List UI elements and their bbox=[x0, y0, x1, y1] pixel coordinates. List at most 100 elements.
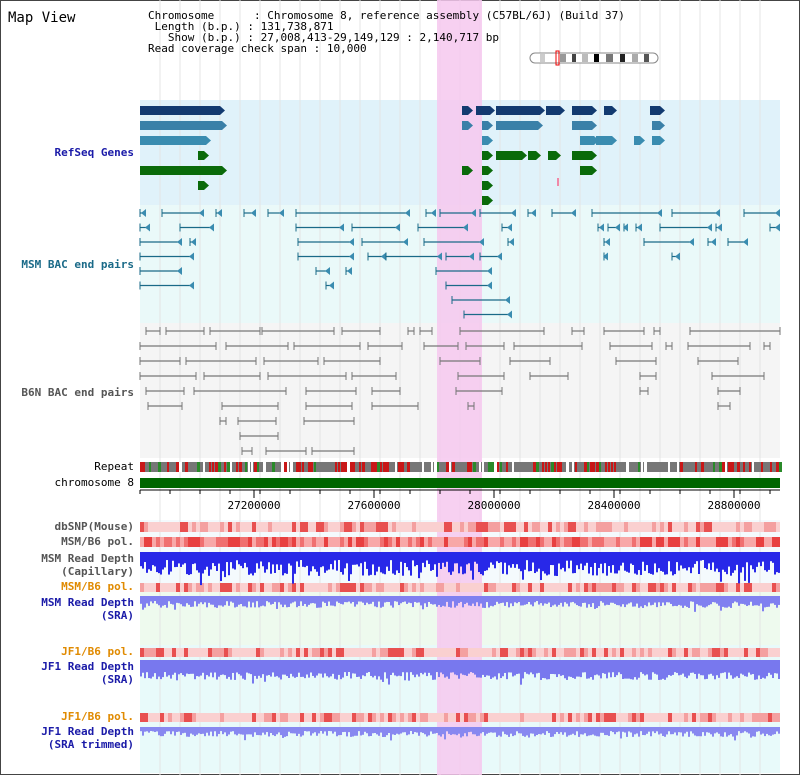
jf1-depth-sra-bar bbox=[720, 660, 722, 674]
dbsnp-cell bbox=[728, 522, 732, 532]
jf1-depth-trimmed-bar bbox=[274, 727, 276, 737]
msm-b6-pol-cell bbox=[204, 537, 208, 547]
jf1-b6-pol-trimmed-cell bbox=[700, 713, 704, 722]
jf1-b6-pol-trimmed-cell bbox=[748, 713, 752, 722]
msm-b6-pol-sra-cell bbox=[140, 583, 144, 592]
jf1-depth-sra-bar bbox=[170, 660, 172, 679]
jf1-depth-sra-bar bbox=[184, 660, 186, 677]
jf1-depth-trimmed-bar bbox=[242, 727, 244, 735]
jf1-b6-pol-cell bbox=[392, 648, 396, 657]
jf1-depth-trimmed-bar bbox=[484, 727, 486, 736]
dbsnp-cell bbox=[188, 522, 192, 532]
jf1-depth-sra-bar bbox=[554, 660, 556, 675]
msm-depth-sra-bar bbox=[462, 596, 464, 608]
jf1-depth-trimmed-bar bbox=[552, 727, 554, 737]
jf1-depth-sra-bar bbox=[422, 660, 424, 675]
jf1-b6-pol-cell bbox=[192, 648, 196, 657]
jf1-depth-sra-bar bbox=[414, 660, 416, 678]
msm-depth-sra-bar bbox=[408, 596, 410, 603]
msm-depth-capillary-bar bbox=[270, 552, 272, 574]
jf1-depth-sra-bar bbox=[452, 660, 454, 673]
msm-b6-pol-sra-cell bbox=[200, 583, 204, 592]
jf1-b6-pol-trimmed-cell bbox=[148, 713, 152, 722]
msm-depth-sra-bar bbox=[400, 596, 402, 604]
jf1-b6-pol-cell bbox=[772, 648, 776, 657]
msm-depth-sra-bar bbox=[270, 596, 272, 605]
jf1-depth-trimmed-bar bbox=[622, 727, 624, 732]
msm-depth-capillary-bar bbox=[340, 552, 342, 573]
msm-b6-pol-cell bbox=[348, 537, 352, 547]
jf1-depth-trimmed-bar bbox=[760, 727, 762, 735]
msm-depth-sra-bar bbox=[562, 596, 564, 607]
refseq-gene bbox=[140, 121, 222, 130]
msm-depth-sra-bar bbox=[520, 596, 522, 606]
msm-depth-capillary-bar bbox=[372, 552, 374, 565]
jf1-b6-pol-trimmed-cell bbox=[512, 713, 516, 722]
jf1-depth-trimmed-bar bbox=[202, 727, 204, 734]
msm-b6-pol-sra-cell bbox=[156, 583, 160, 592]
jf1-depth-sra-bar bbox=[716, 660, 718, 676]
msm-depth-sra-bar bbox=[764, 596, 766, 608]
msm-depth-sra-bar bbox=[276, 596, 278, 609]
jf1-depth-sra-bar bbox=[492, 660, 494, 678]
jf1-b6-pol-trimmed-cell bbox=[644, 713, 648, 722]
msm-depth-capillary-bar bbox=[690, 552, 692, 574]
msm-depth-capillary-bar bbox=[216, 552, 218, 571]
jf1-depth-sra-bar bbox=[262, 660, 264, 675]
jf1-b6-pol-trimmed-cell bbox=[248, 713, 252, 722]
jf1-b6-pol-trimmed-cell bbox=[628, 713, 632, 722]
dbsnp-cell bbox=[648, 522, 652, 532]
dbsnp-cell bbox=[664, 522, 668, 532]
msm-depth-sra-bar bbox=[756, 596, 758, 606]
dbsnp-cell bbox=[392, 522, 396, 532]
dbsnp-cell bbox=[532, 522, 536, 532]
dbsnp-cell bbox=[212, 522, 216, 532]
dbsnp-cell bbox=[280, 522, 284, 532]
msm-depth-capillary-bar bbox=[548, 552, 550, 575]
jf1-depth-sra-bar bbox=[482, 660, 484, 675]
dbsnp-cell bbox=[684, 522, 688, 532]
jf1-b6-pol-cell bbox=[668, 648, 672, 657]
jf1-depth-sra-bar bbox=[688, 660, 690, 676]
repeat-element bbox=[245, 462, 247, 472]
msm-depth-capillary-bar bbox=[298, 552, 300, 567]
msm-depth-sra-bar bbox=[742, 596, 744, 604]
jf1-depth-sra-bar bbox=[586, 660, 588, 679]
jf1-depth-trimmed-bar bbox=[222, 727, 224, 735]
msm-depth-sra-bar bbox=[476, 596, 478, 603]
msm-depth-sra-bar bbox=[442, 596, 444, 606]
jf1-b6-pol-cell bbox=[228, 648, 232, 657]
jf1-b6-pol-trimmed-cell bbox=[500, 713, 504, 722]
jf1-b6-pol-cell bbox=[300, 648, 304, 657]
repeat-element bbox=[239, 462, 242, 472]
jf1-depth-sra-bar bbox=[738, 660, 740, 678]
dbsnp-cell bbox=[440, 522, 444, 532]
chromosome-value: Chromosome 8, reference assembly (C57BL/… bbox=[267, 9, 625, 22]
msm-b6-pol-sra-cell bbox=[440, 583, 444, 592]
jf1-depth-trimmed-bar bbox=[310, 727, 312, 736]
msm-depth-sra-bar bbox=[306, 596, 308, 607]
repeat-element bbox=[149, 462, 151, 472]
msm-depth-sra-bar bbox=[664, 596, 666, 606]
jf1-depth-trimmed-bar bbox=[266, 727, 268, 733]
msm-depth-sra-bar bbox=[528, 596, 530, 603]
msm-depth-capillary-bar bbox=[654, 552, 656, 564]
jf1-depth-sra-bar bbox=[244, 660, 246, 680]
jf1-depth-trimmed-bar bbox=[254, 727, 256, 733]
msm-b6-pol-sra-cell bbox=[484, 583, 488, 592]
jf1-depth-sra-bar bbox=[400, 660, 402, 677]
msm-depth-capillary-bar bbox=[416, 552, 418, 566]
show-value: 27,008,413-29,149,129 : 2,140,717 bp bbox=[260, 31, 500, 44]
jf1-depth-trimmed-bar bbox=[748, 727, 750, 734]
repeat-element bbox=[212, 462, 214, 472]
span-key: Read coverage check span bbox=[148, 42, 307, 55]
jf1-b6-pol-trimmed-cell bbox=[180, 713, 184, 722]
jf1-depth-trimmed-bar bbox=[344, 727, 346, 732]
msm-depth-capillary-bar bbox=[546, 552, 548, 576]
jf1-b6-pol-trimmed-cell bbox=[160, 713, 164, 722]
msm-depth-sra-bar bbox=[310, 596, 312, 604]
refseq-gene bbox=[198, 181, 204, 190]
jf1-b6-pol-cell bbox=[276, 648, 280, 657]
jf1-b6-pol-cell bbox=[388, 648, 392, 657]
